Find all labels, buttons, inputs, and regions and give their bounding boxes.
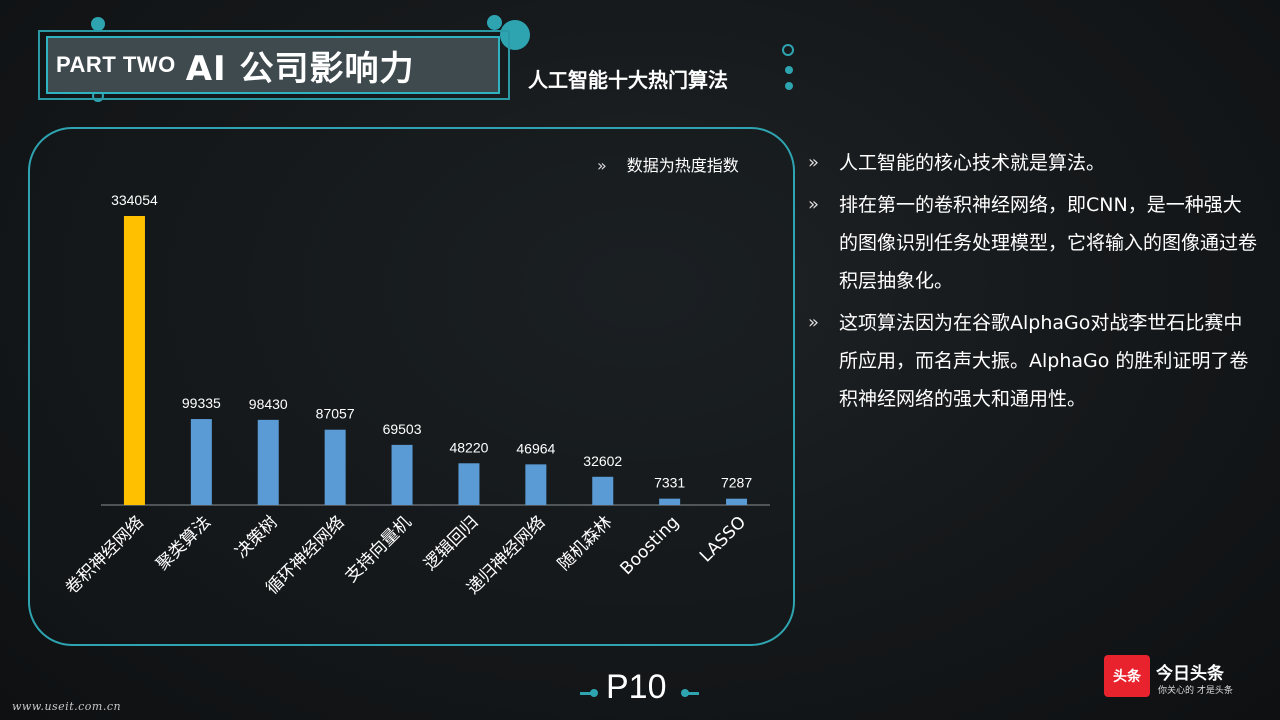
category-tick-label: LASSO xyxy=(696,512,750,566)
data-label: 334054 xyxy=(111,192,158,208)
data-label: 99335 xyxy=(182,395,221,411)
bullet-text: 人工智能的核心技术就是算法。 xyxy=(839,152,1106,174)
bullet-item: » 人工智能的核心技术就是算法。 xyxy=(808,144,1258,182)
category-tick-label: 逻辑回归 xyxy=(420,512,482,574)
deco-dot xyxy=(91,17,105,31)
category-tick-label: Boosting xyxy=(617,512,684,579)
bar xyxy=(123,216,145,505)
data-label: 32602 xyxy=(583,453,622,469)
logo-name: 今日头条 xyxy=(1156,664,1224,684)
chevron-icon: » xyxy=(808,312,820,333)
chevron-icon: » xyxy=(808,152,820,173)
logo-slogan: 你关心的 才是头条 xyxy=(1158,686,1233,696)
part-label: PART TWO xyxy=(56,52,176,77)
deco-dot xyxy=(782,44,794,56)
page-deco-dot xyxy=(681,689,689,697)
bar xyxy=(190,419,212,505)
title-frame xyxy=(38,30,510,100)
bar xyxy=(257,419,279,505)
section-title: PART TWO AI 公司影响力 xyxy=(46,36,500,94)
toutiao-logo-icon: 头条 xyxy=(1104,655,1150,697)
page-deco-dot xyxy=(590,689,598,697)
site-url: www.useit.com.cn xyxy=(12,700,122,713)
category-tick-label: 决策树 xyxy=(232,512,282,562)
bar xyxy=(391,444,413,505)
page-deco-line xyxy=(687,692,699,695)
data-label: 87057 xyxy=(316,406,355,422)
data-label: 48220 xyxy=(449,439,488,455)
bullet-text: 排在第一的卷积神经网络，即CNN，是一种强大的图像识别任务处理模型，它将输入的图… xyxy=(839,194,1258,292)
data-label: 98430 xyxy=(249,396,288,412)
chevron-icon: » xyxy=(808,194,820,215)
part-title: AI 公司影响力 xyxy=(185,48,415,89)
bullet-list: » 人工智能的核心技术就是算法。 » 排在第一的卷积神经网络，即CNN，是一种强… xyxy=(808,144,1258,422)
bar xyxy=(726,498,748,505)
deco-dot xyxy=(500,20,530,50)
data-label: 7331 xyxy=(654,475,685,491)
category-tick-label: 随机森林 xyxy=(554,512,616,574)
category-tick-label: 支持向量机 xyxy=(341,512,415,586)
chart-panel xyxy=(28,127,795,646)
deco-dot xyxy=(785,66,793,74)
bullet-text: 这项算法因为在谷歌AlphaGo对战李世石比赛中所应用，而名声大振。AlphaG… xyxy=(839,312,1249,410)
deco-dot xyxy=(785,82,793,90)
page-subtitle: 人工智能十大热门算法 xyxy=(528,68,728,92)
category-tick-label: 卷积神经网络 xyxy=(62,512,148,598)
bar xyxy=(592,476,614,505)
deco-dot xyxy=(487,15,502,30)
data-label: 69503 xyxy=(383,421,422,437)
bar xyxy=(525,464,547,505)
chevron-icon: » xyxy=(597,156,607,175)
data-label: 46964 xyxy=(516,440,555,456)
category-tick-label: 聚类算法 xyxy=(153,512,215,574)
bar xyxy=(659,498,681,505)
chart-note-text: 数据为热度指数 xyxy=(626,156,739,175)
bar xyxy=(324,429,346,505)
chart-note: » 数据为热度指数 xyxy=(597,152,739,176)
data-label: 7287 xyxy=(721,475,752,491)
bar xyxy=(458,463,480,505)
page-number: P10 xyxy=(606,668,667,706)
bullet-item: » 排在第一的卷积神经网络，即CNN，是一种强大的图像识别任务处理模型，它将输入… xyxy=(808,186,1258,300)
bullet-item: » 这项算法因为在谷歌AlphaGo对战李世石比赛中所应用，而名声大振。Alph… xyxy=(808,304,1258,418)
page-deco-line xyxy=(580,692,592,695)
